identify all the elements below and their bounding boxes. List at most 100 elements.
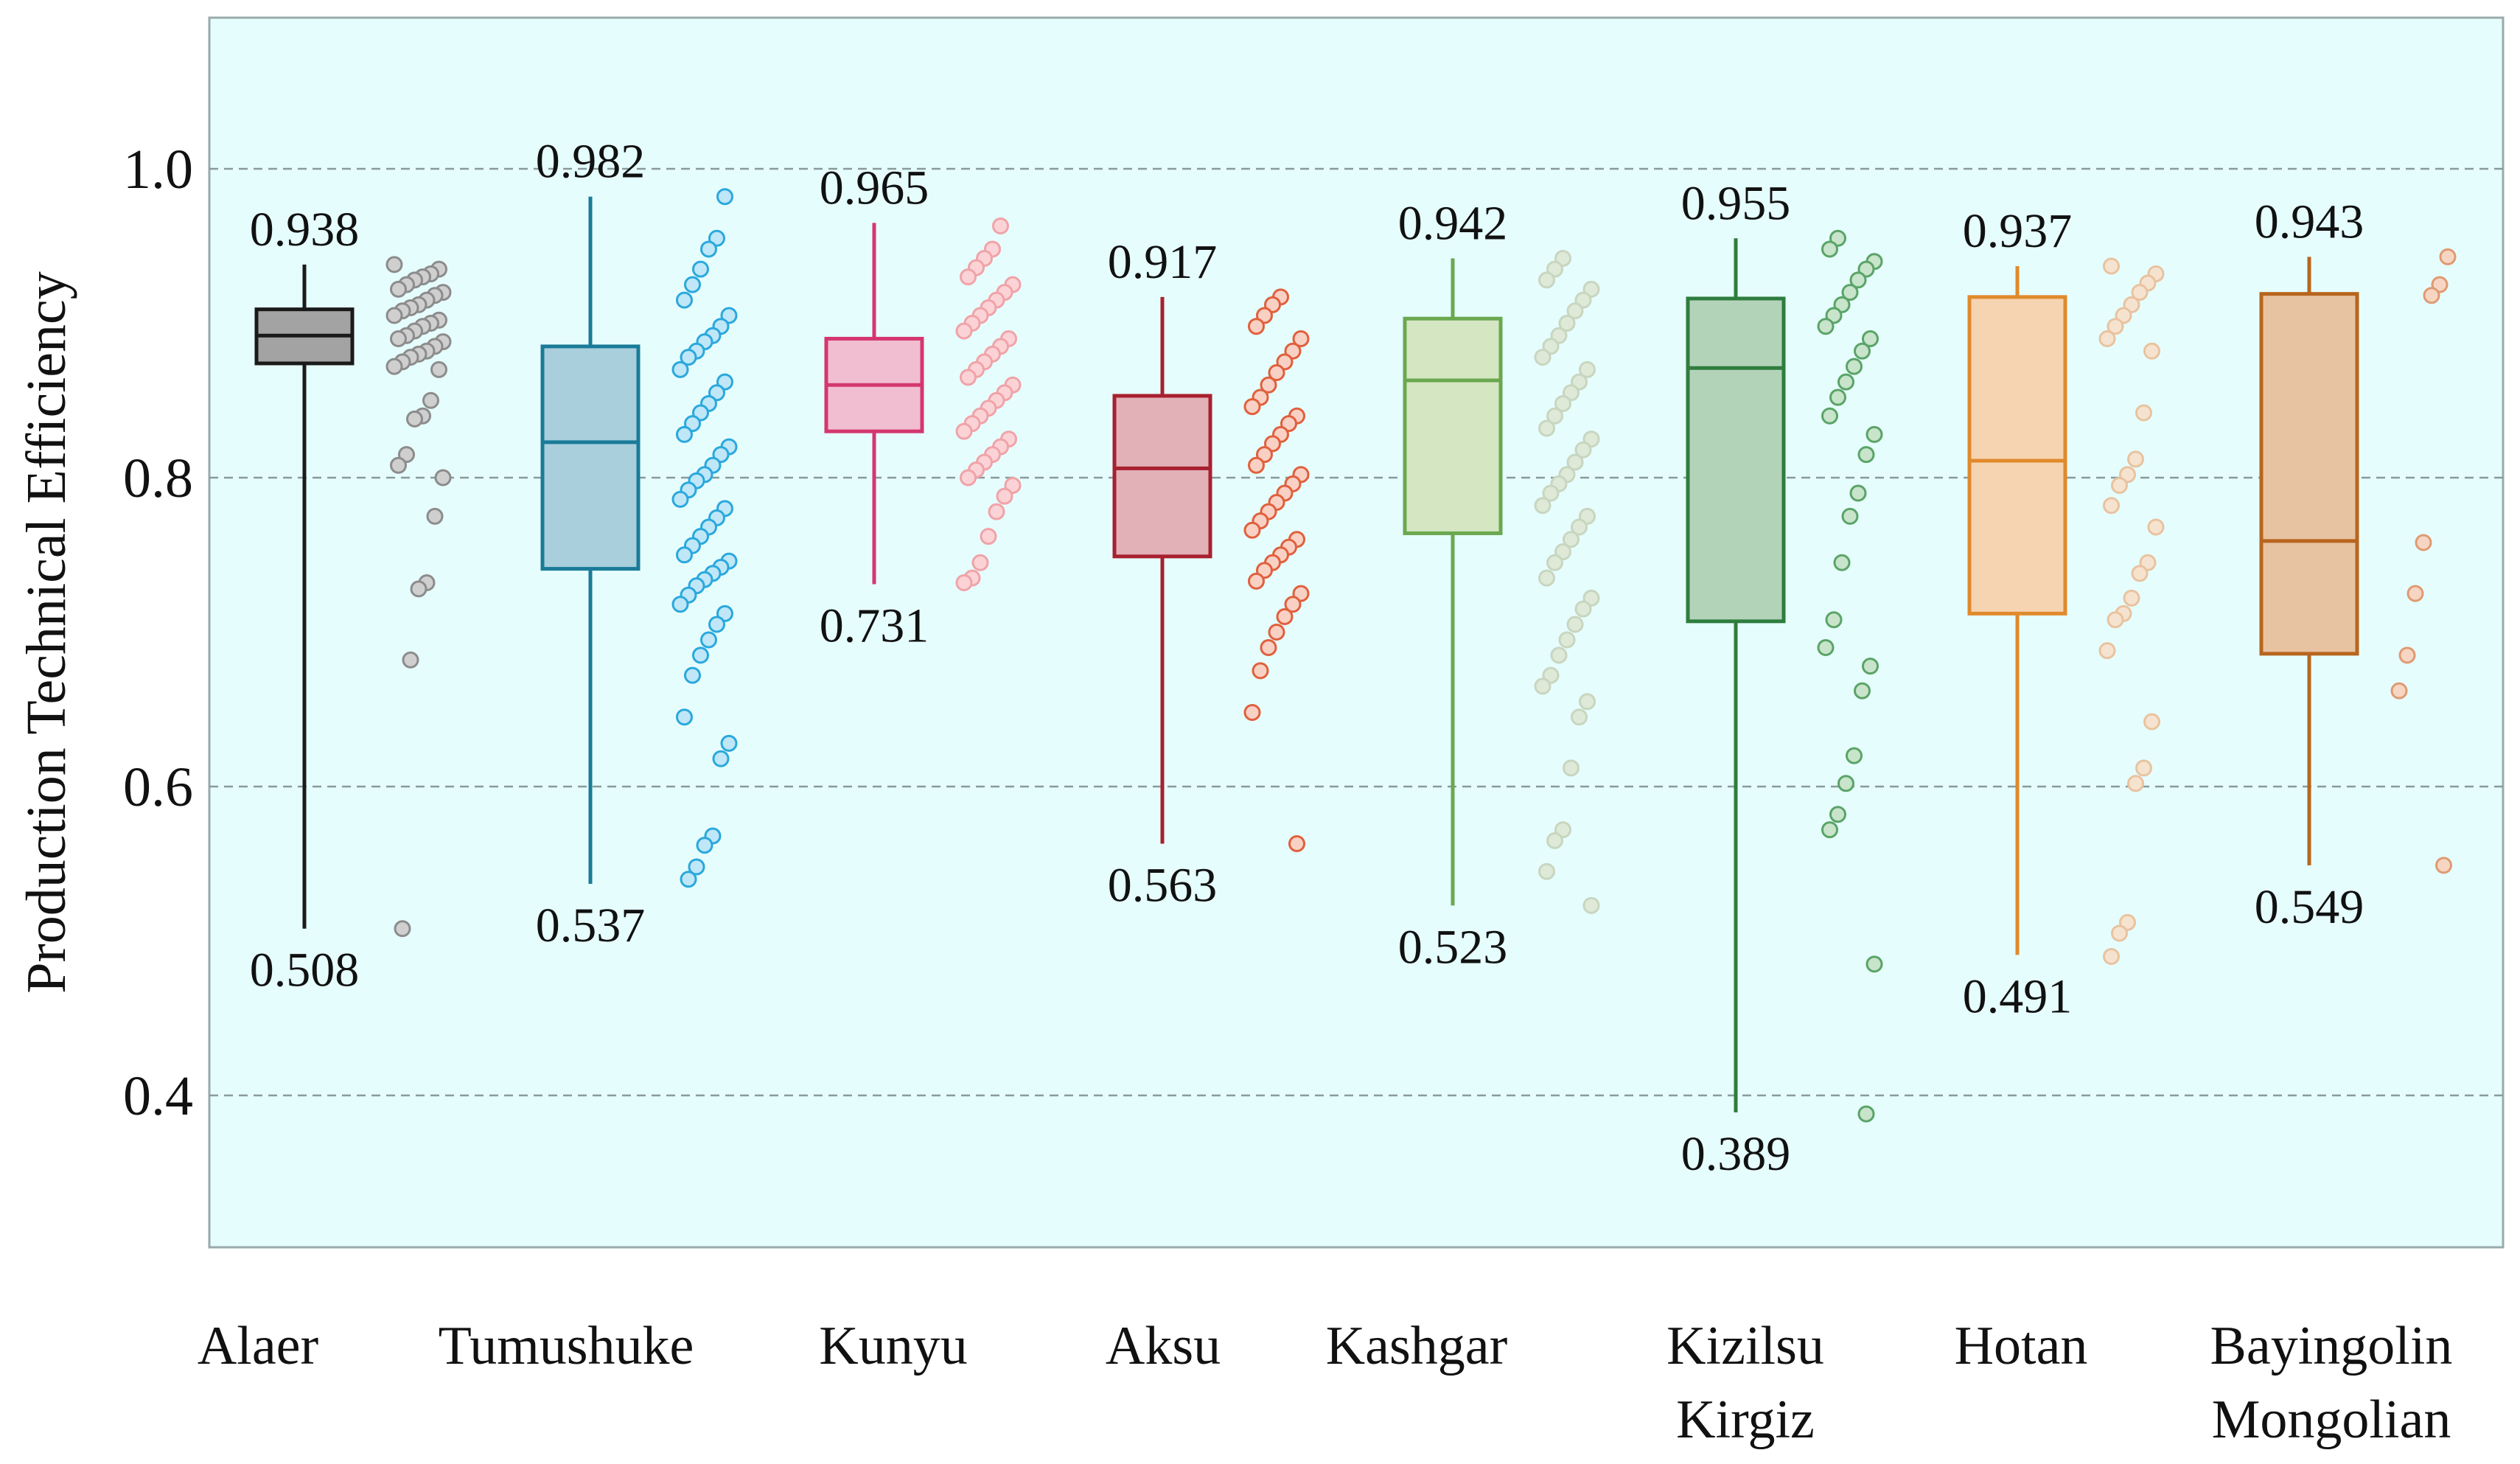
- data-point: [1862, 330, 1879, 347]
- data-point: [1821, 821, 1838, 839]
- max-label: 0.942: [1398, 197, 1508, 251]
- data-point: [1566, 302, 1584, 320]
- data-point: [1550, 646, 1568, 664]
- data-point: [676, 708, 693, 726]
- data-point: [1554, 394, 1571, 412]
- max-label: 0.943: [2255, 195, 2364, 248]
- category-label-line: Hotan: [1955, 1316, 2088, 1376]
- category-label-line: Kirgiz: [1676, 1390, 1815, 1450]
- data-point: [700, 631, 717, 649]
- data-point: [1579, 360, 1596, 378]
- data-point: [2406, 585, 2424, 602]
- max-label: 0.938: [250, 203, 360, 257]
- data-point: [2098, 330, 2116, 347]
- data-point: [402, 651, 419, 669]
- data-point: [1841, 507, 1859, 525]
- min-label: 0.508: [250, 944, 360, 997]
- box-group: 0.965 0.731: [820, 161, 1022, 653]
- category-label-line: Tumushuke: [439, 1316, 694, 1376]
- box-group: 0.943 0.549: [2255, 195, 2457, 934]
- data-point: [1268, 624, 1285, 641]
- data-point: [2147, 518, 2165, 536]
- data-point: [1546, 407, 1563, 425]
- box: [540, 344, 641, 571]
- data-point: [1566, 616, 1584, 633]
- y-axis-title: Production Technical Efficiency: [15, 271, 77, 994]
- data-point: [1825, 611, 1843, 629]
- data-point: [684, 276, 701, 293]
- min-label: 0.731: [820, 599, 929, 653]
- data-point: [1571, 518, 1588, 536]
- data-point: [960, 369, 977, 386]
- category-label-line: Aksu: [1106, 1316, 1221, 1376]
- plot-area: [208, 16, 2505, 1249]
- data-point: [2111, 924, 2128, 942]
- data-point: [671, 596, 689, 613]
- data-point: [1538, 862, 1555, 880]
- data-point: [430, 360, 447, 378]
- data-point: [2103, 947, 2120, 965]
- data-point: [1849, 484, 1867, 502]
- data-point: [2415, 534, 2432, 551]
- data-point: [2135, 404, 2152, 422]
- data-point: [410, 580, 427, 598]
- data-point: [1563, 531, 1580, 548]
- data-point: [1248, 318, 1265, 335]
- y-tick-label: 0.8: [123, 447, 193, 509]
- category-label: Kunyu: [819, 1316, 967, 1376]
- data-point: [1248, 456, 1265, 474]
- data-point: [1558, 631, 1576, 649]
- category-label-line: Kizilsu: [1666, 1316, 1824, 1376]
- data-point: [1546, 554, 1563, 571]
- data-point: [676, 546, 693, 564]
- box-group: 0.938 0.508: [250, 203, 452, 997]
- max-label: 0.982: [536, 135, 646, 189]
- boxes: 0.938 0.508 0.982 0.537 0.965 0.731 0.917 0.563…: [250, 135, 2457, 1181]
- data-point: [1534, 677, 1552, 695]
- min-label: 0.491: [1963, 969, 2073, 1023]
- category-label: Alaer: [198, 1316, 318, 1376]
- data-point: [2143, 713, 2160, 731]
- data-point: [676, 425, 693, 443]
- data-point: [2127, 450, 2144, 468]
- category-label: Kizilsu Kirgiz: [1666, 1316, 1824, 1450]
- category-label-line: Mongolian: [2212, 1390, 2451, 1450]
- data-point: [1538, 569, 1555, 587]
- data-point: [1276, 608, 1294, 626]
- data-point: [1865, 425, 1883, 443]
- data-point: [422, 391, 439, 409]
- data-point: [960, 469, 977, 487]
- min-label: 0.563: [1108, 859, 1218, 913]
- data-point: [676, 291, 693, 309]
- data-point: [1837, 373, 1854, 391]
- data-point: [1817, 318, 1835, 335]
- data-point: [1821, 407, 1838, 425]
- data-point: [390, 280, 407, 298]
- box-group: 0.982 0.537: [536, 135, 738, 952]
- data-point: [2111, 476, 2128, 494]
- data-point: [720, 734, 738, 752]
- data-point: [2103, 497, 2120, 515]
- data-point: [1574, 441, 1592, 459]
- box-group: 0.955 0.389: [1681, 176, 1883, 1181]
- data-point: [684, 666, 701, 684]
- data-point: [1534, 349, 1552, 366]
- category-label-line: Kunyu: [819, 1316, 967, 1376]
- data-point: [1846, 747, 1863, 764]
- data-point: [1854, 342, 1871, 360]
- data-point: [1260, 638, 1277, 656]
- data-point: [1288, 835, 1305, 853]
- data-point: [1841, 284, 1859, 301]
- data-point: [2398, 646, 2416, 664]
- data-point: [2439, 248, 2457, 265]
- max-label: 0.965: [820, 161, 929, 215]
- data-point: [2131, 565, 2149, 582]
- data-point: [394, 920, 411, 938]
- data-point: [1563, 759, 1580, 777]
- box: [1686, 296, 1786, 624]
- data-point: [692, 260, 709, 278]
- y-tick-label: 0.4: [123, 1065, 193, 1127]
- max-label: 0.937: [1963, 204, 2073, 258]
- category-label: Bayingolin Mongolian: [2210, 1316, 2453, 1450]
- data-point: [2435, 857, 2452, 874]
